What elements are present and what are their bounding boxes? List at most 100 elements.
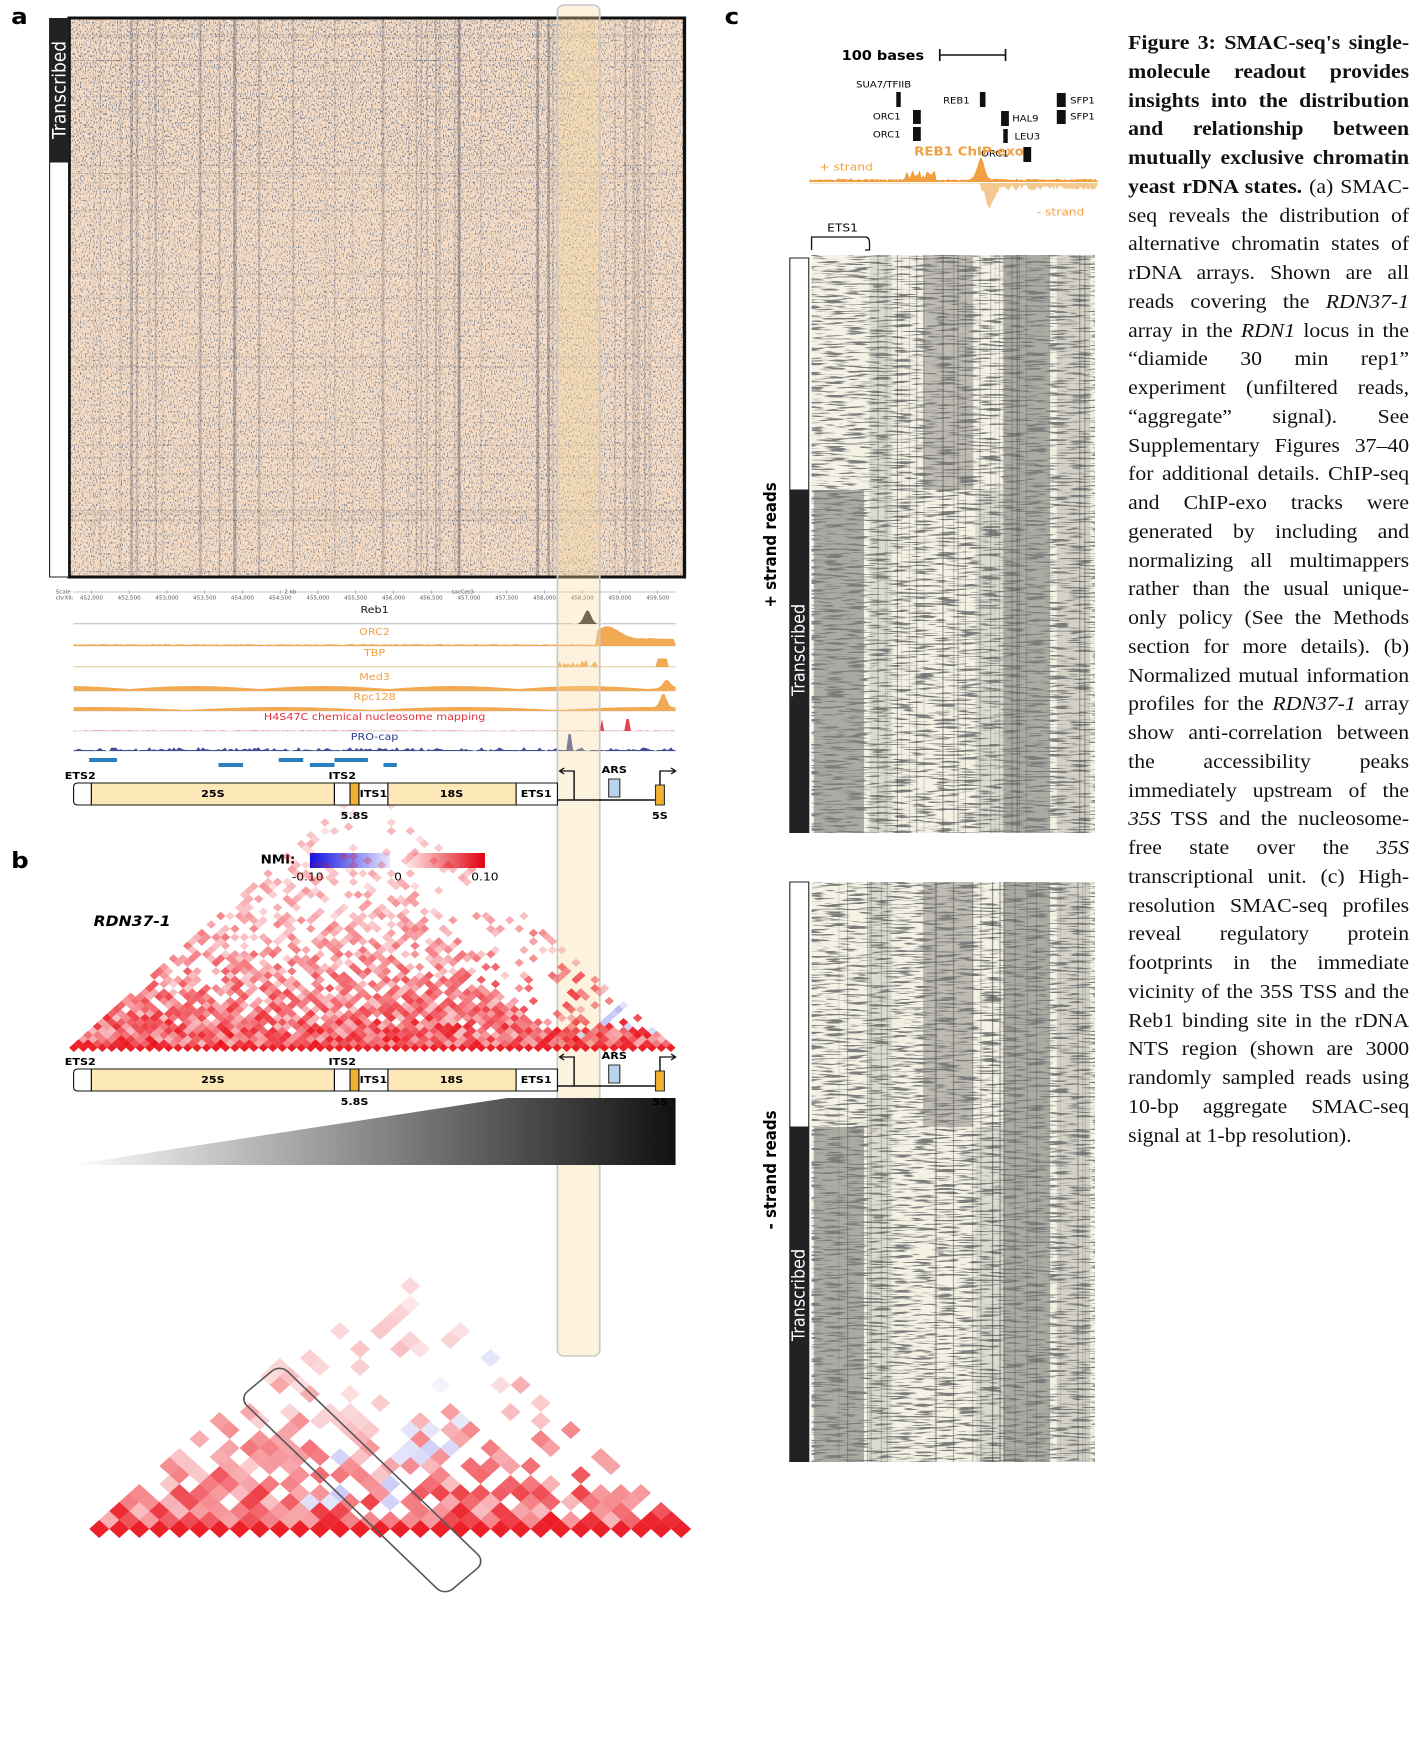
nmi-cell (249, 933, 259, 942)
nmi-cell (230, 933, 240, 942)
nmi-cell (244, 886, 254, 895)
nmi-cell (557, 962, 567, 972)
nmi-cell (419, 907, 430, 916)
nmi-cell (154, 967, 164, 976)
heatmap-column (934, 882, 936, 1462)
heatmap-row (69, 366, 685, 368)
strand-reads-label: + strand reads (760, 482, 780, 607)
nmi-cell (329, 1466, 351, 1484)
heatmap-column (258, 18, 261, 577)
motif-box (896, 92, 901, 107)
nmi-cell (329, 911, 340, 921)
nmi-cell (519, 1039, 529, 1048)
nmi-cell (571, 1026, 581, 1035)
nmi-cell (530, 1430, 551, 1448)
ets1 (515, 782, 558, 806)
chip-track (809, 158, 1099, 209)
map-end (73, 1068, 92, 1092)
axis-tick-label: 455,500 (344, 596, 368, 602)
chip-plus (809, 158, 1099, 182)
signal-track (73, 734, 676, 751)
nmi-cell (519, 1030, 529, 1040)
nmi-cell (514, 924, 524, 933)
nmi-cell (490, 979, 501, 989)
nmi-cell (187, 979, 198, 989)
nmi-cell (400, 907, 411, 916)
nmi-cell (481, 1005, 491, 1014)
nmi-cell (315, 873, 325, 882)
nmi-cell (315, 992, 325, 1001)
nmi-cell (89, 1520, 110, 1538)
heatmap-column (480, 18, 482, 577)
nmi-cell (182, 975, 193, 984)
nmi-cell (380, 1475, 401, 1493)
nmi-cell (121, 1039, 131, 1048)
heatmap-row (69, 520, 685, 522)
nmi-cell (220, 975, 231, 984)
nmi-cell (528, 928, 539, 938)
nmi-cell (310, 954, 321, 963)
browser-scale: Scale (56, 590, 71, 596)
nmi-cell (287, 933, 297, 942)
heatmap-column (991, 882, 994, 1462)
rdna-map: ETS2 25S ITS2 5.8S ITS1 18S ETS1 ARS 5S (65, 764, 677, 822)
nmi-cell (370, 1394, 391, 1412)
nmi-cell (462, 877, 472, 887)
heatmap-column (992, 882, 994, 1462)
nmi-cell (604, 1030, 614, 1040)
nmi-cell (405, 962, 415, 972)
nmi-cell (353, 890, 363, 899)
nmi-cell (159, 962, 169, 972)
nmi-cell (350, 1448, 371, 1466)
nmi-cell (192, 950, 202, 959)
heatmap-column (420, 18, 422, 577)
axis-tick-label: 459,000 (608, 596, 632, 602)
nmi-cell (192, 1043, 202, 1052)
nmi-cell (263, 869, 273, 878)
nmi-cell (129, 1484, 150, 1502)
nmi-cell (386, 1013, 397, 1023)
heatmap-column (1003, 882, 1005, 1462)
nmi-cell (367, 979, 378, 989)
nmi-cell (448, 865, 458, 874)
caption-text: 35S (1128, 809, 1161, 831)
nmi-cell (519, 1022, 529, 1031)
nmi-cell (201, 933, 212, 942)
nmi-cell (206, 996, 216, 1006)
nmi-cell (144, 992, 155, 1001)
heatmap-row (69, 108, 685, 110)
map-label: ITS2 (328, 770, 356, 781)
nmi-cell (334, 924, 344, 933)
nmi-cell (197, 1005, 207, 1014)
tss-arrow (558, 767, 575, 800)
nmi-cell (197, 996, 207, 1006)
tss-arrow (659, 1053, 677, 1071)
nmi-cell (490, 1448, 511, 1466)
nmi-cell (490, 945, 501, 955)
nmi-cell (187, 996, 198, 1006)
heatmap-column (886, 255, 888, 833)
nmi-cell (381, 907, 392, 916)
nmi-cell (258, 882, 269, 891)
nmi-cell (381, 1043, 392, 1052)
nmi-cell (520, 1457, 541, 1475)
nmi-cell (530, 1502, 551, 1520)
heatmap-column (1011, 255, 1013, 833)
nmi-cell (372, 907, 382, 916)
nmi-cell (380, 1457, 401, 1475)
tss-arrow (659, 767, 677, 785)
ets1-label: ETS1 (827, 221, 858, 234)
state-bar (789, 881, 810, 1128)
signal-track (73, 679, 676, 691)
motif-label: SFP1 (1070, 112, 1095, 122)
nmi-cell (519, 971, 529, 980)
nmi-cell (540, 1511, 561, 1529)
nmi-cell (121, 996, 131, 1006)
axis-tick-label: 452,000 (80, 596, 104, 602)
gene-annotation (218, 763, 244, 767)
track-label: Reb1 (360, 604, 388, 615)
nmi-cell (381, 967, 392, 976)
heatmap-column (1079, 255, 1081, 833)
nmi-cell (154, 1009, 164, 1018)
nmi-cell (405, 894, 415, 904)
